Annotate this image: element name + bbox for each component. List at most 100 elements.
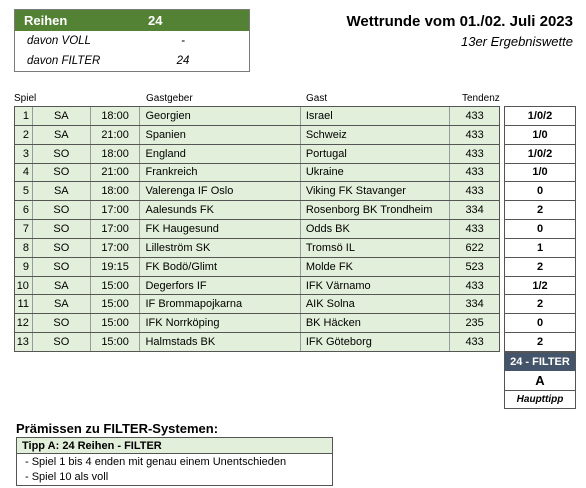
match-home-team: Halmstads BK (140, 333, 301, 351)
match-away-team: Portugal (301, 144, 451, 163)
table-row: 7 SO 17:00 FK Haugesund Odds BK 433 (15, 220, 499, 239)
col-header-tendenz: Tendenz (462, 93, 500, 104)
match-away-team: Tromsö IL (301, 238, 451, 257)
match-time: 17:00 (91, 201, 141, 220)
match-away-team: Rosenborg BK Trondheim (301, 201, 451, 220)
match-day: SO (33, 238, 91, 257)
table-row: 2 SA 21:00 Spanien Schweiz 433 (15, 125, 499, 145)
match-tendenz: 334 (465, 298, 484, 311)
match-day: SO (33, 314, 91, 333)
match-home-team: Spanien (140, 125, 301, 144)
match-time: 15:00 (91, 295, 141, 314)
table-row: 1 SA 18:00 Georgien Israel 433 (15, 107, 499, 126)
col-header-gastgeber: Gastgeber (146, 93, 193, 104)
match-tendenz: 433 (465, 336, 484, 349)
match-day: SO (33, 144, 91, 163)
match-home-team: Frankreich (140, 163, 301, 182)
match-time: 17:00 (91, 220, 141, 238)
match-away-team: Ukraine (301, 163, 451, 182)
match-away-team: IFK Värnamo (301, 276, 451, 295)
match-tip: 1/2 (505, 276, 575, 296)
match-home-team: IFK Norrköping (140, 314, 301, 333)
match-number: 1 (15, 107, 33, 125)
match-time: 15:00 (91, 276, 141, 295)
summary-header: Reihen 24 (15, 10, 249, 31)
match-tip: 1 (505, 238, 575, 258)
match-tendenz: 433 (465, 185, 484, 198)
summary-box: Reihen 24 davon VOLL - davon FILTER 24 (14, 9, 250, 72)
match-home-team: England (140, 144, 301, 163)
match-time: 18:00 (91, 144, 141, 163)
match-tip: 0 (505, 314, 575, 334)
match-number: 2 (15, 125, 33, 144)
match-tendenz: 433 (465, 279, 484, 292)
match-number: 13 (15, 333, 33, 351)
match-tendenz: 433 (465, 128, 484, 141)
col-header-gast: Gast (306, 93, 328, 104)
match-home-team: FK Bodö/Glimt (140, 257, 301, 276)
match-tendenz: 433 (465, 147, 484, 160)
match-tip: 2 (505, 333, 575, 352)
table-row: 6 SO 17:00 Aalesunds FK Rosenborg BK Trondhe… (15, 201, 499, 221)
match-away-team: Viking FK Stavanger (301, 182, 451, 201)
match-number: 4 (15, 163, 33, 182)
match-day: SO (33, 163, 91, 182)
match-tip: 1/0/2 (505, 107, 575, 126)
match-number: 6 (15, 201, 33, 220)
match-away-team: Odds BK (301, 220, 451, 238)
premises-line: - Spiel 10 als voll (25, 470, 109, 483)
filter-letter: A (505, 371, 575, 391)
premises-line: - Spiel 1 bis 4 enden mit genau einem Un… (25, 455, 287, 468)
match-day: SO (33, 333, 91, 351)
match-tendenz: 523 (465, 260, 484, 273)
match-home-team: Georgien (140, 107, 301, 125)
match-tip: 1/0 (505, 125, 575, 145)
match-home-team: Degerfors IF (140, 276, 301, 295)
match-away-team: IFK Göteborg (301, 333, 451, 351)
match-day: SA (33, 125, 91, 144)
match-time: 18:00 (91, 182, 141, 201)
match-away-team: Israel (301, 107, 451, 125)
match-tendenz: 622 (465, 241, 484, 254)
table-row: 9 SO 19:15 FK Bodö/Glimt Molde FK 523 (15, 257, 499, 277)
match-day: SA (33, 295, 91, 314)
match-day: SO (33, 257, 91, 276)
match-time: 19:15 (91, 257, 141, 276)
table-row: 3 SO 18:00 England Portugal 433 (15, 144, 499, 164)
match-away-team: BK Häcken (301, 314, 451, 333)
match-tendenz: 433 (465, 222, 484, 235)
match-tendenz: 334 (465, 204, 484, 217)
match-day: SA (33, 182, 91, 201)
match-time: 18:00 (91, 107, 141, 125)
match-tip: 0 (505, 182, 575, 202)
premises-box: Tipp A: 24 Reihen - FILTER - Spiel 1 bis… (16, 437, 333, 486)
match-home-team: Lilleström SK (140, 238, 301, 257)
match-number: 12 (15, 314, 33, 333)
summary-row-value: - (181, 35, 185, 47)
table-row: 8 SO 17:00 Lilleström SK Tromsö IL 622 (15, 238, 499, 258)
match-tip: 2 (505, 201, 575, 221)
match-tip: 1/0 (505, 163, 575, 183)
match-number: 10 (15, 276, 33, 295)
table-row: 10 SA 15:00 Degerfors IF IFK Värnamo 433 (15, 276, 499, 296)
summary-row-label: davon FILTER (27, 55, 101, 67)
match-day: SO (33, 220, 91, 238)
match-number: 8 (15, 238, 33, 257)
match-day: SA (33, 276, 91, 295)
match-home-team: IF Brommapojkarna (140, 295, 301, 314)
filter-foot: Haupttipp (516, 394, 564, 405)
summary-row-voll: davon VOLL - (15, 31, 249, 51)
page-subtitle: 13er Ergebniswette (460, 34, 573, 49)
match-away-team: AIK Solna (301, 295, 451, 314)
match-home-team: Valerenga IF Oslo (140, 182, 301, 201)
table-row: 5 SA 18:00 Valerenga IF Oslo Viking FK Stava… (15, 182, 499, 202)
page-title: Wettrunde vom 01./02. Juli 2023 (346, 13, 573, 30)
premises-box-head: Tipp A: 24 Reihen - FILTER (17, 438, 332, 454)
match-number: 11 (15, 295, 33, 314)
summary-header-value: 24 (148, 13, 163, 28)
table-row: 13 SO 15:00 Halmstads BK IFK Göteborg 433 (15, 333, 499, 352)
match-tip: 2 (505, 257, 575, 277)
match-home-team: FK Haugesund (140, 220, 301, 238)
match-tip: 2 (505, 295, 575, 315)
col-header-spiel: Spiel (14, 93, 37, 104)
